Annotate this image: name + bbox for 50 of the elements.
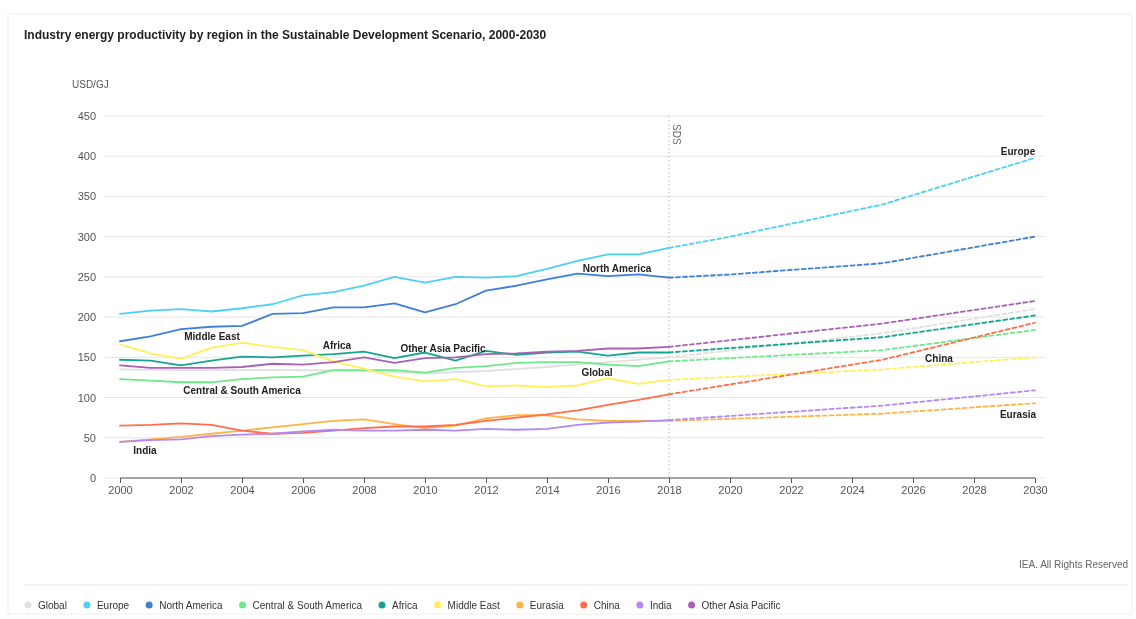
ref-line-label: SDS xyxy=(671,124,682,145)
text: IEA. All Rights Reserved xyxy=(1019,559,1128,570)
x-tick-label: 2002 xyxy=(169,483,194,496)
y-tick-label: 250 xyxy=(77,270,96,283)
legend-label: China xyxy=(593,599,621,611)
annotation: North America xyxy=(582,263,652,274)
x-tick-label: 2014 xyxy=(535,483,560,496)
x-tick-label: 2006 xyxy=(291,483,316,496)
y-tick-label: 150 xyxy=(77,351,96,364)
annotation: Central & South America xyxy=(183,385,302,396)
legend-label: Middle East xyxy=(447,599,501,611)
x-tick-label: 2028 xyxy=(962,483,987,496)
annotation: Other Asia Pacific xyxy=(400,343,487,354)
y-tick-label: 100 xyxy=(77,391,96,404)
legend-label: India xyxy=(649,599,672,611)
chart-title: Industry energy productivity by region in the Sustainable Development Scenario, 2000-2030 xyxy=(24,28,547,42)
y-tick-label: 0 xyxy=(89,472,96,485)
legend-label: Europe xyxy=(96,599,130,611)
x-tick-label: 2030 xyxy=(1023,483,1048,496)
legend-label: North America xyxy=(159,599,223,611)
y-tick-label: 400 xyxy=(77,150,96,163)
y-tick-label: 450 xyxy=(77,110,96,123)
x-tick-label: 2018 xyxy=(657,483,682,496)
annotation: Global xyxy=(581,367,613,378)
y-tick-label: 50 xyxy=(83,431,96,444)
x-tick-label: 2004 xyxy=(230,483,255,496)
legend-label: Central & South America xyxy=(252,599,363,611)
annotation: China xyxy=(925,353,954,364)
annotation: India xyxy=(133,445,158,456)
legend-label: Eurasia xyxy=(529,599,565,611)
legend-label: Africa xyxy=(392,599,419,611)
x-tick-label: 2020 xyxy=(718,483,743,496)
x-tick-label: 2012 xyxy=(474,483,499,496)
y-tick-label: 200 xyxy=(77,311,96,324)
legend-label: Global xyxy=(38,599,67,611)
x-tick-label: 2024 xyxy=(840,483,865,496)
annotation: Eurasia xyxy=(999,409,1037,420)
annotation: Europe xyxy=(1000,146,1036,157)
x-tick-label: 2008 xyxy=(352,483,377,496)
x-tick-label: 2026 xyxy=(901,483,926,496)
y-tick-label: 300 xyxy=(77,230,96,243)
annotation: Africa xyxy=(322,340,352,351)
y-axis-title: USD/GJ xyxy=(72,79,109,90)
x-tick-label: 2010 xyxy=(413,483,438,496)
x-tick-label: 2016 xyxy=(596,483,621,496)
y-tick-label: 350 xyxy=(77,190,96,203)
legend-label: Other Asia Pacific xyxy=(701,599,781,611)
annotation: Middle East xyxy=(184,331,241,342)
x-tick-label: 2022 xyxy=(779,483,804,496)
x-tick-label: 2000 xyxy=(108,483,133,496)
